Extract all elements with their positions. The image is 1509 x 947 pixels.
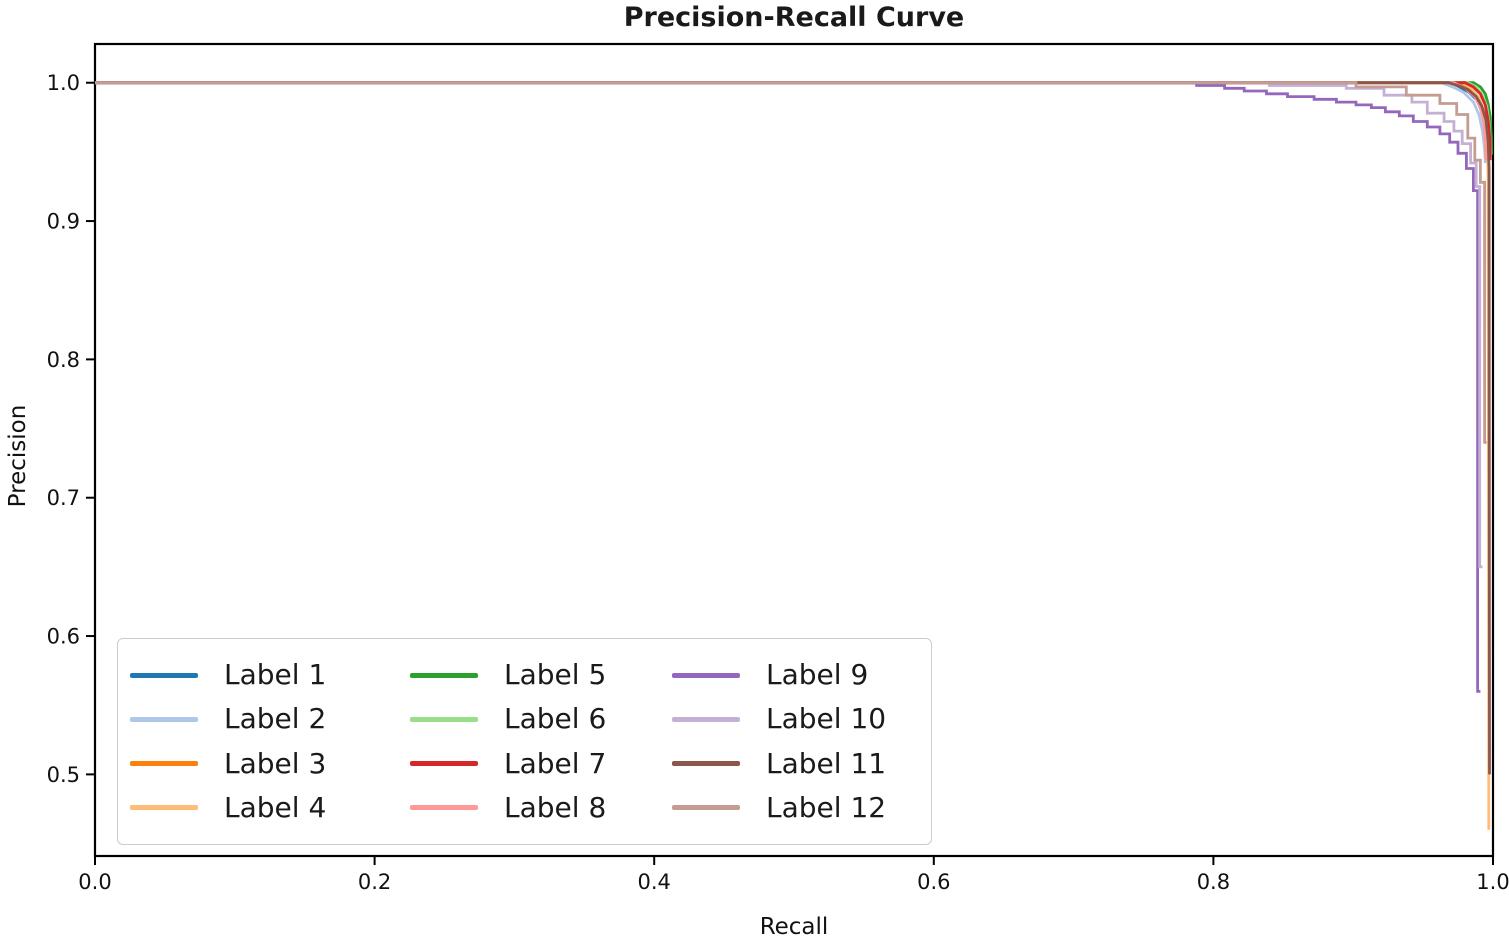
legend-label: Label 9 bbox=[766, 658, 869, 692]
y-tick-label: 0.5 bbox=[47, 763, 80, 787]
legend-line-swatch bbox=[130, 805, 198, 811]
legend-label: Label 8 bbox=[504, 790, 607, 824]
x-tick-label: 0.8 bbox=[1197, 870, 1230, 894]
chart-title: Precision-Recall Curve bbox=[623, 2, 965, 33]
legend-line-swatch bbox=[672, 805, 740, 811]
y-axis-label: Precision bbox=[5, 404, 31, 508]
legend-item-label-10: Label 10 bbox=[672, 697, 921, 741]
legend-item-label-1: Label 1 bbox=[130, 653, 410, 697]
legend-item-label-2: Label 2 bbox=[130, 697, 410, 741]
y-tick-label: 1.0 bbox=[47, 71, 80, 95]
legend-line-swatch bbox=[672, 672, 740, 678]
legend-item-label-6: Label 6 bbox=[410, 697, 672, 741]
legend-label: Label 1 bbox=[224, 658, 327, 692]
pr-curve-label-10 bbox=[95, 81, 1483, 569]
legend-line-swatch bbox=[672, 761, 740, 767]
x-tick-label: 0.2 bbox=[358, 870, 391, 894]
legend-label: Label 3 bbox=[224, 746, 327, 780]
legend-item-label-3: Label 3 bbox=[130, 742, 410, 786]
legend: Label 1 Label 2 Label 3 Label 4 Label 5 Label… bbox=[117, 638, 932, 845]
pr-curve-label-12 bbox=[95, 81, 1487, 444]
legend-line-swatch bbox=[410, 672, 478, 678]
legend-label: Label 11 bbox=[766, 746, 887, 780]
legend-item-label-4: Label 4 bbox=[130, 786, 410, 830]
x-tick-label: 0.4 bbox=[637, 870, 670, 894]
y-tick-label: 0.9 bbox=[47, 210, 80, 234]
legend-line-swatch bbox=[130, 761, 198, 767]
legend-label: Label 5 bbox=[504, 658, 607, 692]
legend-line-swatch bbox=[672, 716, 740, 722]
legend-item-label-5: Label 5 bbox=[410, 653, 672, 697]
legend-label: Label 12 bbox=[766, 790, 887, 824]
y-tick-label: 0.7 bbox=[47, 486, 80, 510]
x-tick-label: 1.0 bbox=[1476, 870, 1509, 894]
pr-curve-label-11 bbox=[95, 81, 1491, 775]
legend-line-swatch bbox=[130, 672, 198, 678]
legend-label: Label 2 bbox=[224, 702, 327, 736]
legend-item-label-9: Label 9 bbox=[672, 653, 921, 697]
pr-curve-label-7 bbox=[95, 81, 1492, 161]
legend-item-label-7: Label 7 bbox=[410, 742, 672, 786]
legend-item-label-8: Label 8 bbox=[410, 786, 672, 830]
legend-label: Label 4 bbox=[224, 790, 327, 824]
plot-border bbox=[93, 42, 1495, 858]
legend-line-swatch bbox=[410, 761, 478, 767]
legend-line-swatch bbox=[410, 805, 478, 811]
legend-item-label-11: Label 11 bbox=[672, 742, 921, 786]
legend-line-swatch bbox=[410, 716, 478, 722]
y-tick-label: 0.6 bbox=[47, 625, 80, 649]
legend-label: Label 6 bbox=[504, 702, 607, 736]
y-tick-label: 0.8 bbox=[47, 348, 80, 372]
legend-label: Label 10 bbox=[766, 702, 887, 736]
legend-item-label-12: Label 12 bbox=[672, 786, 921, 830]
legend-line-swatch bbox=[130, 716, 198, 722]
x-tick-label: 0.0 bbox=[78, 870, 111, 894]
pr-curve-label-5 bbox=[95, 81, 1493, 155]
legend-label: Label 7 bbox=[504, 746, 607, 780]
pr-curve-label-9 bbox=[95, 81, 1481, 693]
pr-curve-label-3 bbox=[95, 81, 1491, 183]
x-axis-label: Recall bbox=[759, 914, 829, 940]
x-tick-label: 0.6 bbox=[917, 870, 950, 894]
